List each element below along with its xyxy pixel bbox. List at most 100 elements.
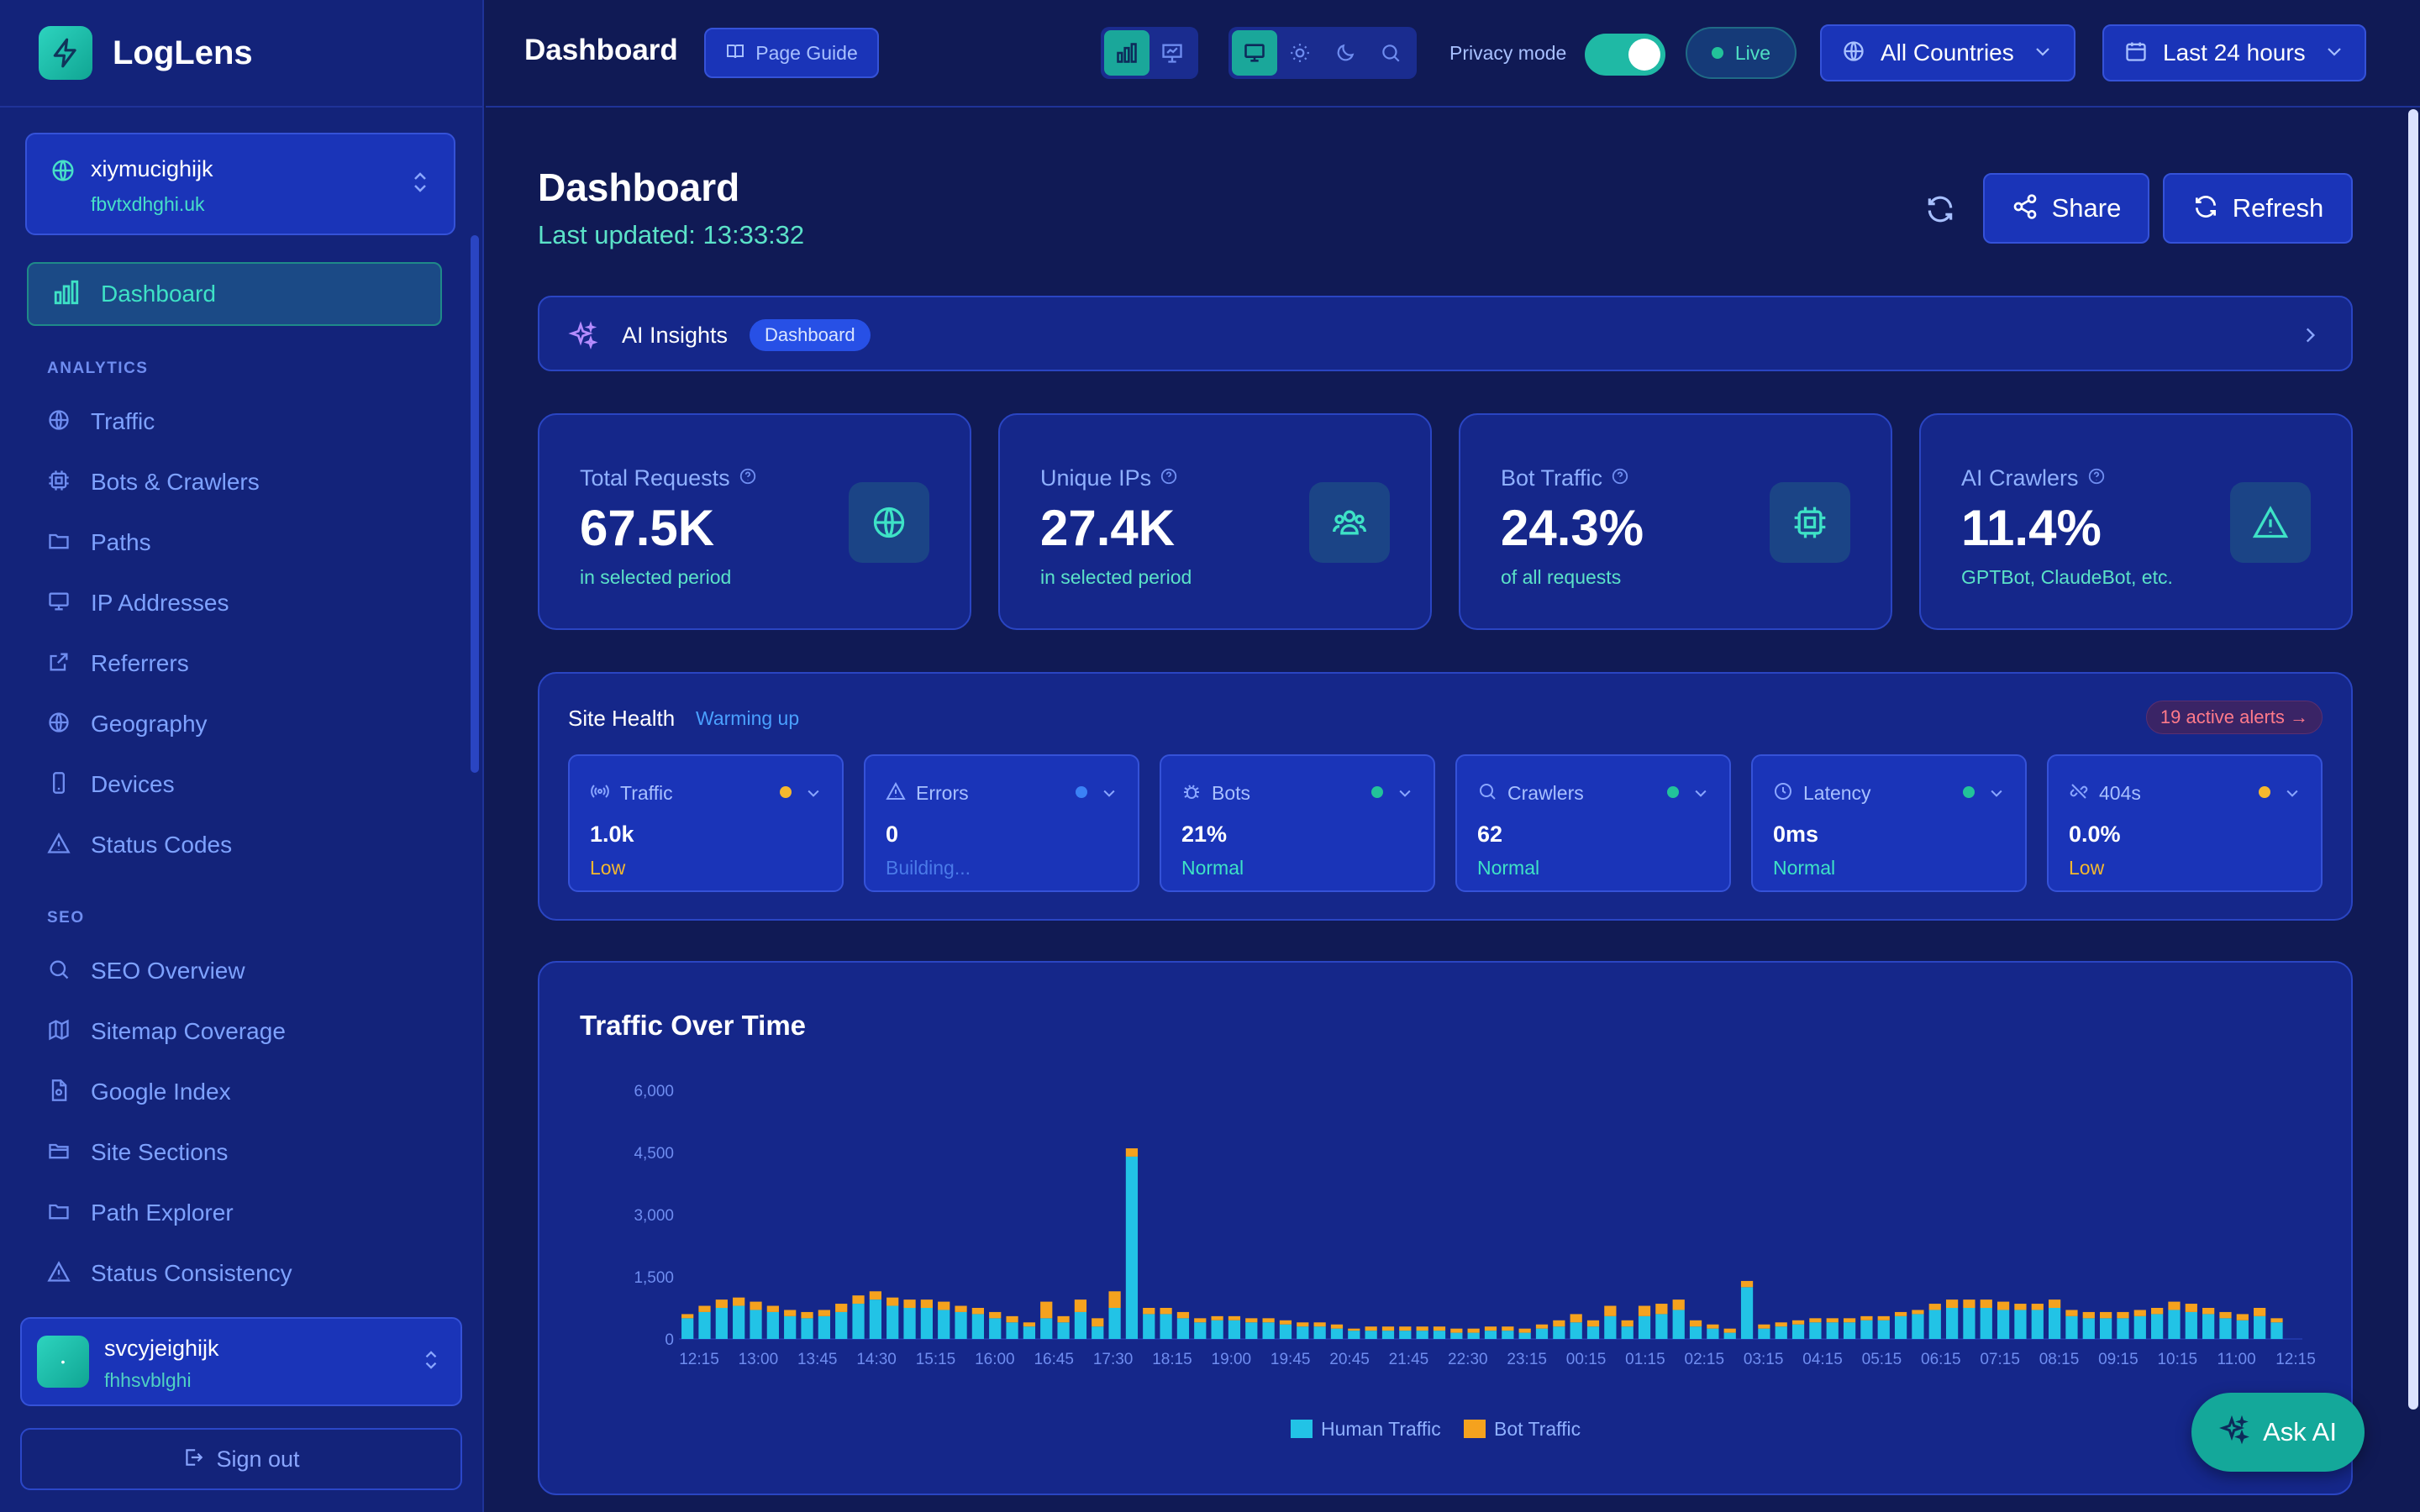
health-card-label: Bots (1212, 782, 1251, 804)
sign-out-button[interactable]: Sign out (20, 1428, 462, 1490)
bar-bot (2254, 1308, 2266, 1316)
privacy-mode-toggle[interactable] (1585, 34, 1665, 76)
light-theme-button[interactable] (1277, 30, 1323, 76)
x-tick-label: 15:15 (916, 1351, 956, 1368)
help-icon[interactable] (1160, 465, 1178, 491)
active-alerts-badge[interactable]: 19 active alerts → (2145, 701, 2323, 734)
globe-icon (1842, 39, 1865, 67)
page-scrollbar[interactable] (2408, 109, 2418, 1410)
sidebar-item-seo-overview[interactable]: SEO Overview (47, 954, 245, 988)
bar-bot (1621, 1320, 1634, 1327)
health-card-traffic[interactable]: Traffic 1.0k Low (568, 754, 844, 892)
stat-card-total-requests: Total Requests 67.5K in selected period (538, 413, 971, 630)
sidebar-item-paths[interactable]: Paths (47, 526, 151, 559)
bar-bot (2082, 1311, 2095, 1319)
sidebar-item-google-index[interactable]: Google Index (47, 1075, 231, 1109)
bar-human (2082, 1318, 2095, 1339)
bar-human (835, 1311, 848, 1339)
alert-triangle-icon (47, 1260, 71, 1288)
sidebar-item-referrers[interactable]: Referrers (47, 647, 189, 680)
x-tick-label: 07:15 (1980, 1351, 2020, 1368)
help-icon[interactable] (1611, 465, 1629, 491)
status-dot (1076, 786, 1087, 798)
site-switcher[interactable]: xiymucighijk fbvtxdhghi.uk (25, 133, 455, 235)
status-dot (780, 786, 792, 798)
refresh-button[interactable]: Refresh (2163, 173, 2353, 244)
search-icon (47, 958, 71, 985)
sidebar-item-devices[interactable]: Devices (47, 768, 175, 801)
brand[interactable]: LogLens (39, 25, 253, 81)
radio-icon (590, 781, 610, 806)
health-card-sub: Normal (1181, 857, 1244, 879)
bar-bot (1996, 1301, 2010, 1310)
sidebar-item-path-explorer[interactable]: Path Explorer (47, 1196, 234, 1230)
bar-bot (835, 1304, 848, 1312)
bar-bot (2202, 1308, 2215, 1315)
system-theme-button[interactable] (1232, 30, 1277, 76)
sidebar-item-label: IP Addresses (91, 590, 229, 616)
chart-title: Traffic Over Time (580, 1010, 807, 1041)
bar-bot (1228, 1315, 1241, 1320)
bar-human (1912, 1314, 1924, 1339)
share-button[interactable]: Share (1983, 173, 2149, 244)
sidebar-item-status-consistency[interactable]: Status Consistency (47, 1257, 292, 1290)
sidebar-item-traffic[interactable]: Traffic (47, 405, 155, 438)
top-title: Dashboard (524, 34, 678, 66)
bar-chart-view-button[interactable] (1104, 30, 1150, 76)
bar-bot (2133, 1310, 2146, 1316)
bar-bot (1297, 1322, 1309, 1327)
search-button[interactable] (1368, 30, 1413, 76)
sidebar-item-bots-crawlers[interactable]: Bots & Crawlers (47, 465, 260, 499)
sidebar-item-ip-addresses[interactable]: IP Addresses (47, 586, 229, 620)
sidebar-item-sitemap-coverage[interactable]: Sitemap Coverage (47, 1015, 286, 1048)
sidebar-item-site-sections[interactable]: Site Sections (47, 1136, 228, 1169)
x-tick-label: 06:15 (1921, 1351, 1961, 1368)
calendar-icon (2124, 39, 2148, 67)
page-guide-button[interactable]: Page Guide (704, 28, 879, 78)
help-icon[interactable] (2087, 465, 2106, 491)
date-range-dropdown[interactable]: Last 24 hours (2102, 24, 2366, 81)
health-card-label: 404s (2099, 782, 2141, 804)
top-bar: Dashboard Page Guide Privacy mode Live (486, 0, 2420, 108)
clock-icon (1773, 781, 1793, 806)
stat-sub: in selected period (580, 566, 732, 588)
bar-human (2202, 1314, 2215, 1339)
dark-theme-button[interactable] (1323, 30, 1368, 76)
bar-human (2031, 1310, 2044, 1339)
user-menu[interactable]: • svcyjeighijk fhhsvblghi (20, 1317, 462, 1406)
sign-out-label: Sign out (216, 1446, 300, 1472)
bar-human (1313, 1326, 1326, 1339)
health-card-errors[interactable]: Errors 0 Building... (864, 754, 1139, 892)
live-badge[interactable]: Live (1686, 27, 1797, 79)
sidebar-scrollbar[interactable] (471, 235, 479, 773)
ask-ai-button[interactable]: Ask AI (2191, 1393, 2365, 1472)
bar-human (1502, 1331, 1514, 1339)
sidebar-item-geography[interactable]: Geography (47, 707, 208, 741)
bar-human (1518, 1332, 1531, 1339)
country-dropdown[interactable]: All Countries (1820, 24, 2075, 81)
help-icon[interactable] (739, 465, 757, 491)
bar-bot (1638, 1305, 1651, 1316)
folder-icon (47, 1200, 71, 1227)
health-card-latency[interactable]: Latency 0ms Normal (1751, 754, 2027, 892)
bar-human (1894, 1315, 1907, 1339)
sidebar-item-dashboard[interactable]: Dashboard (27, 262, 442, 326)
health-card-label: Traffic (620, 782, 673, 804)
bar-bot (1980, 1299, 1992, 1308)
bar-human (698, 1311, 711, 1339)
ai-insights-bar[interactable]: AI Insights Dashboard (538, 296, 2353, 371)
bar-human (2151, 1314, 2164, 1339)
health-card-404s[interactable]: 404s 0.0% Low (2047, 754, 2323, 892)
stat-card-ai-crawlers: AI Crawlers 11.4% GPTBot, ClaudeBot, etc… (1919, 413, 2353, 630)
health-card-sub: Low (590, 857, 626, 879)
presentation-view-button[interactable] (1150, 30, 1195, 76)
date-range-value: Last 24 hours (2163, 39, 2306, 66)
sidebar-item-status-codes[interactable]: Status Codes (47, 828, 232, 862)
health-card-bots[interactable]: Bots 21% Normal (1160, 754, 1435, 892)
x-tick-label: 18:15 (1152, 1351, 1192, 1368)
bar-bot (1381, 1326, 1395, 1331)
bar-human (1928, 1310, 1941, 1339)
auto-refresh-button[interactable] (1919, 190, 1961, 232)
health-card-crawlers[interactable]: Crawlers 62 Normal (1455, 754, 1731, 892)
bar-bot (1912, 1310, 1924, 1315)
